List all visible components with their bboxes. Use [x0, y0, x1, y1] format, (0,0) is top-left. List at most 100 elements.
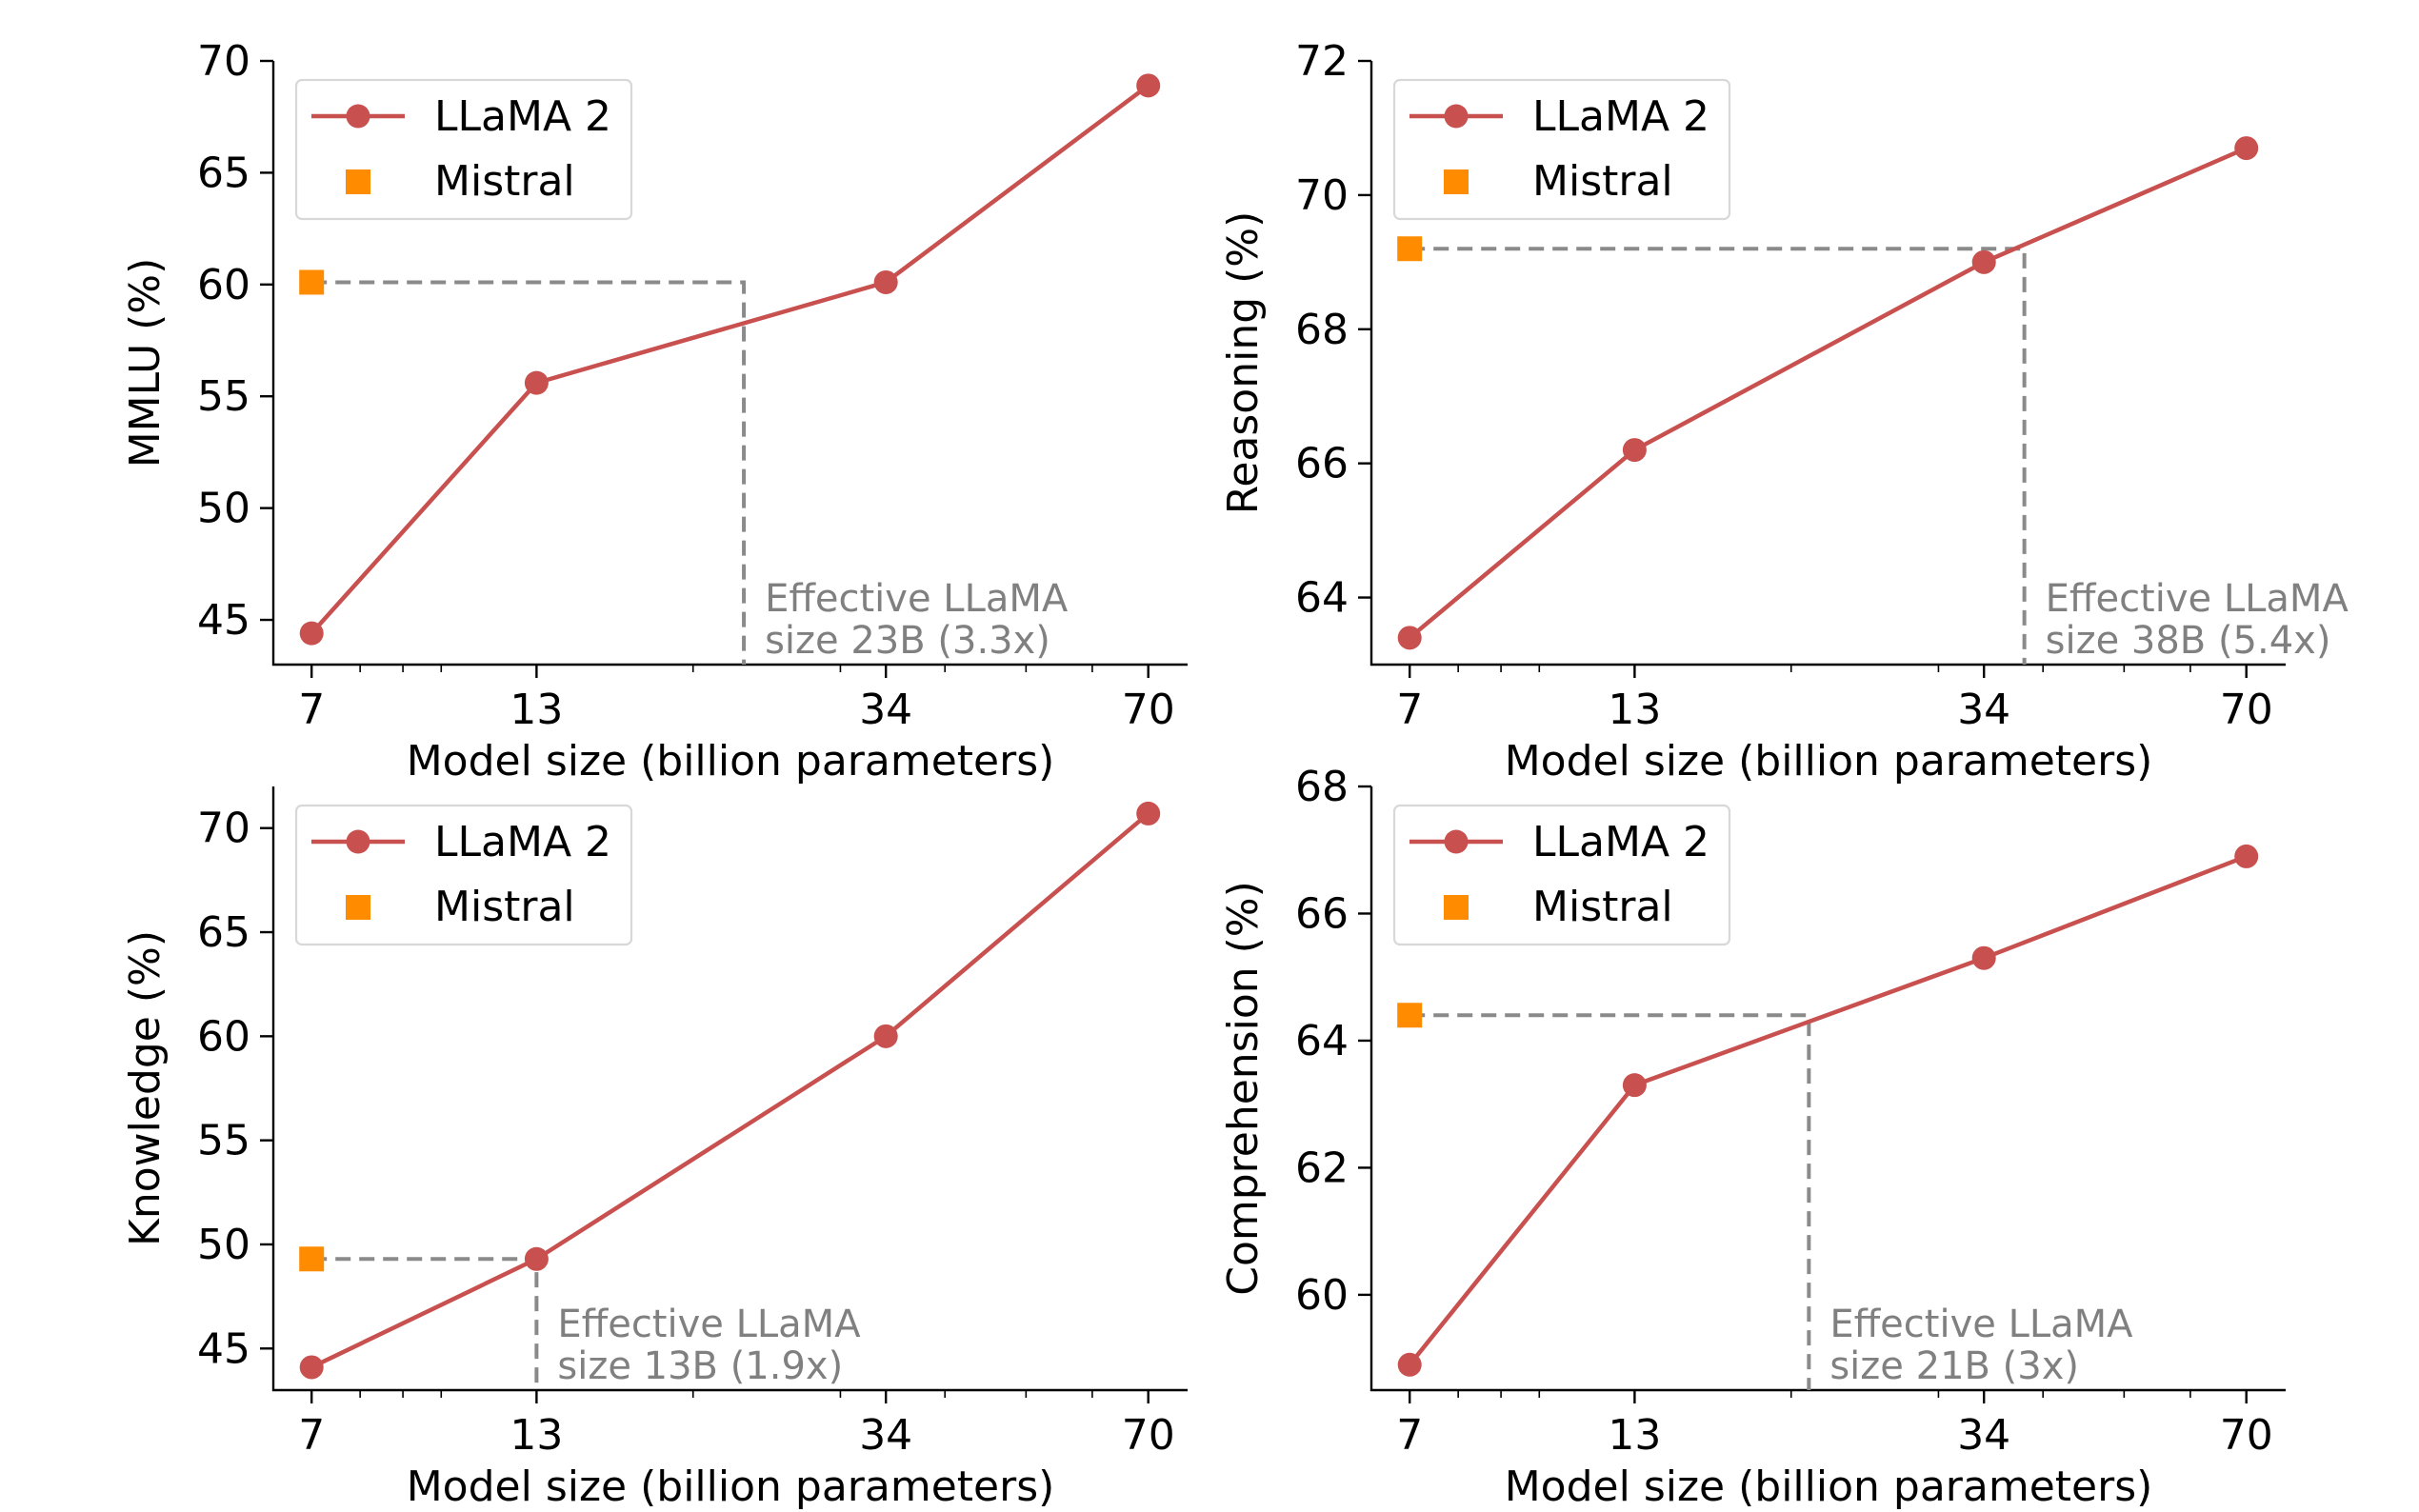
x-tick-label: 7 [1396, 1411, 1423, 1460]
x-tick-label: 7 [1396, 686, 1423, 734]
axis-spines [1369, 61, 2286, 666]
y-axis-label: Reasoning (%) [1219, 211, 1268, 515]
legend-mistral-marker [1444, 895, 1469, 920]
mistral-point [1397, 236, 1423, 262]
llama2-point [1397, 626, 1422, 650]
mistral-point [299, 269, 325, 295]
x-tick-label: 34 [859, 1411, 912, 1460]
chart-panel-2: 7 13 34 70 64 66 68 70 72 Model size (billion par… [1219, 37, 2349, 786]
legend-mistral-marker [346, 169, 370, 194]
chart-panel-3: 7 13 34 70 45 50 55 60 65 70 Model size (billion p… [121, 786, 1188, 1511]
annotation-line-2: size 38B (5.4x) [2046, 619, 2331, 663]
x-tick-label: 7 [298, 1411, 325, 1460]
y-tick-label: 65 [197, 149, 250, 197]
y-axis-label: Knowledge (%) [121, 930, 170, 1246]
llama2-point [1971, 945, 1996, 970]
legend: LLaMA 2 Mistral [294, 804, 633, 946]
x-axis-label: Model size (billion parameters) [407, 1462, 1055, 1511]
axis-spines [271, 61, 1188, 666]
y-tick-label: 60 [197, 1012, 250, 1061]
effective-size-guide [1409, 247, 2027, 665]
legend: LLaMA 2 Mistral [294, 78, 633, 221]
y-tick-label: 64 [1295, 1017, 1349, 1065]
llama2-point [1622, 438, 1647, 463]
annotation-line-1: Effective LLaMA [2046, 577, 2349, 621]
chart-panel-4: 7 13 34 70 60 62 64 66 68 Model size (billion par… [1219, 763, 2286, 1511]
y-tick-label: 72 [1295, 37, 1349, 86]
llama2-point [873, 1024, 898, 1048]
annotation-line-2: size 13B (1.9x) [557, 1344, 843, 1388]
legend-llama2-marker [1444, 829, 1469, 854]
y-tick-label: 64 [1295, 574, 1349, 623]
y-tick-label: 70 [1295, 171, 1349, 220]
legend-llama2-marker [346, 104, 370, 129]
llama2-point [2234, 844, 2259, 868]
llama2-point [873, 269, 898, 294]
effective-size-guide [1409, 1013, 1811, 1390]
mistral-point [1397, 1003, 1423, 1028]
annotation-line-1: Effective LLaMA [765, 577, 1069, 621]
y-tick-label: 66 [1295, 440, 1349, 488]
x-tick-label: 70 [1122, 686, 1175, 734]
y-tick-label: 55 [197, 1117, 250, 1165]
annotation-line-2: size 21B (3x) [1829, 1344, 2079, 1388]
y-tick-label: 62 [1295, 1144, 1349, 1192]
legend-mistral-marker [1444, 169, 1469, 194]
y-tick-label: 70 [197, 37, 250, 86]
y-tick-label: 70 [197, 805, 250, 853]
legend-mistral-label: Mistral [1532, 883, 1673, 931]
llama2-line [1407, 854, 2249, 1367]
y-tick-label: 60 [197, 261, 250, 309]
x-tick-label: 13 [1608, 1411, 1661, 1460]
axis-spines [1369, 786, 2286, 1392]
legend-mistral-label: Mistral [434, 883, 575, 931]
y-axis-label: MMLU (%) [121, 258, 170, 468]
legend-llama2-label: LLaMA 2 [1532, 92, 1709, 141]
legend-llama2-label: LLaMA 2 [434, 818, 611, 866]
y-axis-label: Comprehension (%) [1219, 881, 1268, 1296]
chart-panel-1: 7 13 34 70 45 50 55 60 65 70 Model size (billion p… [121, 37, 1188, 786]
llama2-point [1136, 801, 1161, 826]
y-tick-label: 68 [1295, 306, 1349, 354]
llama2-point [1397, 1352, 1422, 1377]
x-tick-label: 34 [1957, 686, 2010, 734]
y-tick-label: 45 [197, 596, 250, 645]
llama2-line [1407, 146, 2249, 641]
axis-spines [271, 786, 1188, 1392]
y-tick-label: 60 [1295, 1271, 1349, 1320]
mistral-point [299, 1246, 325, 1272]
y-tick-label: 50 [197, 485, 250, 533]
annotation-line-1: Effective LLaMA [557, 1303, 861, 1346]
legend-mistral-marker [346, 895, 370, 920]
x-tick-label: 70 [1122, 1411, 1175, 1460]
y-tick-label: 45 [197, 1324, 250, 1373]
legend-mistral-label: Mistral [434, 157, 575, 206]
y-tick-label: 68 [1295, 763, 1349, 811]
llama2-point [1136, 73, 1161, 98]
y-tick-label: 55 [197, 372, 250, 421]
x-tick-label: 13 [1608, 686, 1661, 734]
legend: LLaMA 2 Mistral [1392, 78, 1731, 221]
effective-size-guide [311, 1257, 539, 1390]
legend: LLaMA 2 Mistral [1392, 804, 1731, 946]
llama2-point [1971, 249, 1996, 274]
legend-llama2-label: LLaMA 2 [1532, 818, 1709, 866]
x-tick-label: 13 [510, 1411, 563, 1460]
annotation-line-1: Effective LLaMA [1829, 1303, 2133, 1346]
llama2-line [309, 811, 1150, 1370]
legend-llama2-marker [1444, 104, 1469, 129]
legend-mistral-label: Mistral [1532, 157, 1673, 206]
llama2-point [1622, 1073, 1647, 1098]
legend-llama2-label: LLaMA 2 [434, 92, 611, 141]
x-tick-label: 70 [2220, 1411, 2273, 1460]
llama2-point [2234, 136, 2259, 161]
y-tick-label: 66 [1295, 889, 1349, 938]
llama2-point [524, 370, 549, 395]
llama2-line [309, 83, 1150, 636]
llama2-point [299, 1355, 324, 1380]
x-tick-label: 7 [298, 686, 325, 734]
effective-size-guide [311, 280, 747, 665]
x-tick-label: 34 [859, 686, 912, 734]
y-tick-label: 65 [197, 908, 250, 957]
x-tick-label: 13 [510, 686, 563, 734]
